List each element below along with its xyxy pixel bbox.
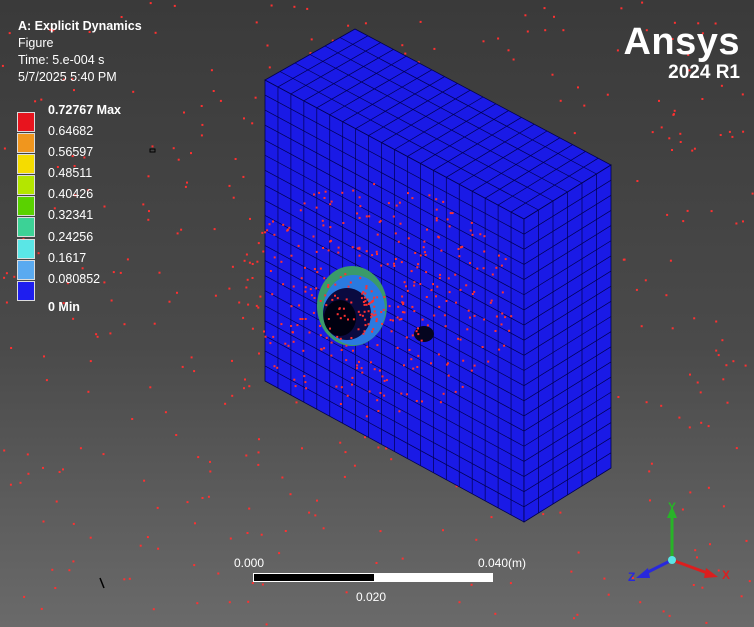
- result-time: Time: 5.e-004 s: [18, 53, 105, 67]
- brand-name: Ansys: [623, 21, 740, 63]
- legend-max-label: 0.72767 Max: [48, 103, 121, 117]
- legend-min-label: 0 Min: [48, 300, 80, 314]
- debris-particles: [238, 183, 513, 418]
- legend-swatch: [17, 154, 35, 175]
- scale-ruler: [253, 573, 493, 582]
- legend-label: 0.64682: [48, 124, 94, 139]
- legend-label: 0.080852: [48, 271, 101, 286]
- legend-swatch: [17, 238, 35, 259]
- result-name: Figure: [18, 36, 54, 50]
- impact-crater: [317, 266, 434, 346]
- legend-swatch: [17, 133, 35, 154]
- front-face-mesh: [264, 86, 525, 515]
- legend-label: 0.1617: [48, 250, 87, 265]
- top-face-mesh: [277, 35, 599, 213]
- brand-version: 2024 R1: [668, 62, 740, 83]
- scale-mid-label: 0.020: [356, 590, 387, 604]
- legend-swatch: [17, 112, 35, 132]
- stray-debris-marks: [99, 148, 156, 589]
- legend-swatch: [17, 259, 35, 280]
- scale-end-label: 0.040(m): [478, 556, 526, 570]
- triad-z-label: Z: [628, 570, 636, 584]
- triad-y-label: Y: [668, 500, 677, 514]
- scale-start-label: 0.000: [234, 556, 265, 570]
- legend-label: 0.56597: [48, 145, 94, 160]
- legend-label: 0.40426: [48, 187, 94, 202]
- axis-triad[interactable]: Y X Z: [626, 500, 736, 590]
- analysis-system-name: A: Explicit Dynamics: [18, 19, 142, 33]
- result-date: 5/7/2025 5:40 PM: [18, 70, 117, 84]
- legend-swatch: [17, 280, 35, 301]
- legend-label: 0.48511: [48, 166, 93, 181]
- meshed-block[interactable]: [238, 28, 612, 523]
- triad-graphic: [636, 506, 718, 578]
- legend-swatch: [17, 175, 35, 196]
- legend-label: 0.32341: [48, 208, 94, 223]
- scale-bar: 0.000 0.040(m) 0.020: [232, 556, 542, 610]
- legend-label: 0.24256: [48, 229, 94, 244]
- scale-ruler-black-segment: [254, 574, 374, 581]
- scale-end-value: 0.040: [478, 556, 509, 570]
- result-info: A: Explicit Dynamics Figure Time: 5.e-00…: [18, 18, 142, 86]
- legend-swatch: [17, 217, 35, 238]
- side-face-mesh: [523, 174, 612, 513]
- ansys-logo: Ansys 2024 R1: [623, 22, 740, 84]
- scale-unit: (m): [508, 556, 527, 570]
- triad-x-label: X: [722, 568, 731, 582]
- triad-origin: [668, 556, 676, 564]
- legend-swatch: [17, 196, 35, 217]
